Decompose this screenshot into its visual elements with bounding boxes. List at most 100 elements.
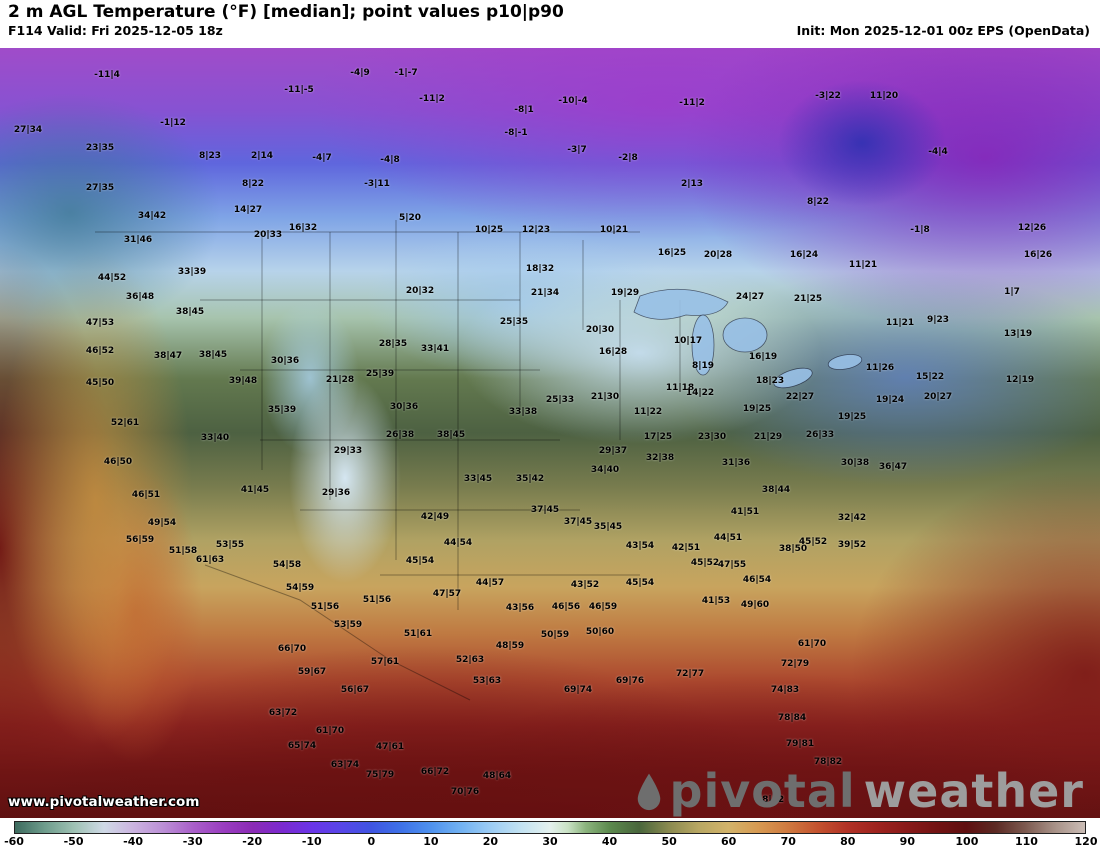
point-value: 47|53: [85, 318, 115, 328]
init-time-label: Init: Mon 2025-12-01 00z EPS (OpenData): [796, 23, 1090, 38]
point-value: 48|64: [482, 771, 512, 781]
point-value: 36|48: [125, 292, 155, 302]
point-value: 33|40: [200, 433, 230, 443]
point-value: 29|36: [321, 488, 351, 498]
map-title: 2 m AGL Temperature (°F) [median]; point…: [8, 2, 564, 22]
point-values-layer: -11|4 -11|-5 -4|9 -1|-7 -11|2 -8|1 -10|-4 -11|2…: [0, 48, 1100, 818]
point-value: 18|23: [755, 376, 785, 386]
point-value: 42|51: [671, 543, 701, 553]
point-value: 27|35: [85, 183, 115, 193]
point-value: 19|25: [837, 412, 867, 422]
point-value: 21|28: [325, 375, 355, 385]
colorbar-tick: 120: [1074, 835, 1098, 848]
point-value: -1|8: [910, 225, 930, 235]
point-value: 24|27: [735, 292, 765, 302]
point-value: -3|22: [815, 91, 841, 101]
point-value: 8|22: [806, 197, 830, 207]
point-value: 19|24: [875, 395, 905, 405]
point-value: 42|49: [420, 512, 450, 522]
point-value: 50|60: [585, 627, 615, 637]
point-value: 69|74: [563, 685, 593, 695]
point-value: -4|9: [350, 68, 370, 78]
point-value: 57|61: [370, 657, 400, 667]
point-value: 31|36: [721, 458, 751, 468]
point-value: 44|54: [443, 538, 473, 548]
point-value: 10|21: [599, 225, 629, 235]
point-value: 26|38: [385, 430, 415, 440]
point-value: 2|13: [680, 179, 704, 189]
colorbar-tick: -10: [301, 835, 322, 848]
point-value: 54|59: [285, 583, 315, 593]
point-value: 32|42: [837, 513, 867, 523]
point-value: 56|67: [340, 685, 370, 695]
point-value: 45|54: [625, 578, 655, 588]
point-value: 51|56: [310, 602, 340, 612]
point-value: -8|-1: [504, 128, 528, 138]
point-value: 69|76: [615, 676, 645, 686]
point-value: 11|18: [665, 383, 695, 393]
point-value: 14|27: [233, 205, 263, 215]
point-value: 8|23: [198, 151, 222, 161]
point-value: 23|35: [85, 143, 115, 153]
point-value: 34|40: [590, 465, 620, 475]
logo-text-pivotal: pivotal: [669, 764, 856, 818]
point-value: 19|29: [610, 288, 640, 298]
great-lakes: [633, 288, 863, 389]
point-value: -1|12: [160, 118, 186, 128]
point-value: 10|17: [673, 336, 703, 346]
point-value: -4|8: [380, 155, 400, 165]
point-value: 29|37: [598, 446, 628, 456]
point-value: -3|11: [364, 179, 390, 189]
point-value: 49|60: [740, 600, 770, 610]
point-value: 44|51: [713, 533, 743, 543]
point-value: 5|20: [398, 213, 422, 223]
point-value: 25|35: [499, 317, 529, 327]
point-value: 43|52: [570, 580, 600, 590]
point-value: 8|19: [691, 361, 715, 371]
point-value: 16|24: [789, 250, 819, 260]
point-value: 63|74: [330, 760, 360, 770]
point-value: 38|45: [198, 350, 228, 360]
point-value: 39|52: [837, 540, 867, 550]
point-value: 38|45: [175, 307, 205, 317]
point-value: 20|32: [405, 286, 435, 296]
point-value: 35|42: [515, 474, 545, 484]
point-value: 75|79: [365, 770, 395, 780]
point-value: 28|35: [378, 339, 408, 349]
map-canvas[interactable]: -11|4 -11|-5 -4|9 -1|-7 -11|2 -8|1 -10|-4 -11|2…: [0, 48, 1100, 818]
point-value: 27|34: [13, 125, 43, 135]
point-value: 41|51: [730, 507, 760, 517]
point-value: 46|51: [131, 490, 161, 500]
point-value: 65|74: [287, 741, 317, 751]
point-value: 20|27: [923, 392, 953, 402]
point-value: 12|19: [1005, 375, 1035, 385]
point-value: 17|25: [643, 432, 673, 442]
point-value: 45|50: [85, 378, 115, 388]
point-value: 72|77: [675, 669, 705, 679]
point-value: 21|30: [590, 392, 620, 402]
point-value: 45|52: [798, 537, 828, 547]
point-value: 25|33: [545, 395, 575, 405]
point-value: 11|21: [848, 260, 878, 270]
point-value: 46|56: [551, 602, 581, 612]
colorbar-tick: -50: [63, 835, 84, 848]
point-value: 30|36: [389, 402, 419, 412]
logo-text-weather: weather: [863, 764, 1084, 818]
point-value: 50|59: [540, 630, 570, 640]
point-value: 44|52: [97, 273, 127, 283]
point-value: 63|72: [268, 708, 298, 718]
point-value: 59|67: [297, 667, 327, 677]
point-value: 21|29: [753, 432, 783, 442]
point-value: 44|57: [475, 578, 505, 588]
point-value: 12|26: [1017, 223, 1047, 233]
point-value: 23|30: [697, 432, 727, 442]
point-value: 51|58: [168, 546, 198, 556]
colorbar-tick: 80: [840, 835, 856, 848]
point-value: 46|50: [103, 457, 133, 467]
point-value: 20|33: [253, 230, 283, 240]
point-value: 78|82: [813, 757, 843, 767]
point-value: 18|32: [525, 264, 555, 274]
colorbar-tick: 20: [482, 835, 499, 848]
point-value: 36|47: [878, 462, 908, 472]
